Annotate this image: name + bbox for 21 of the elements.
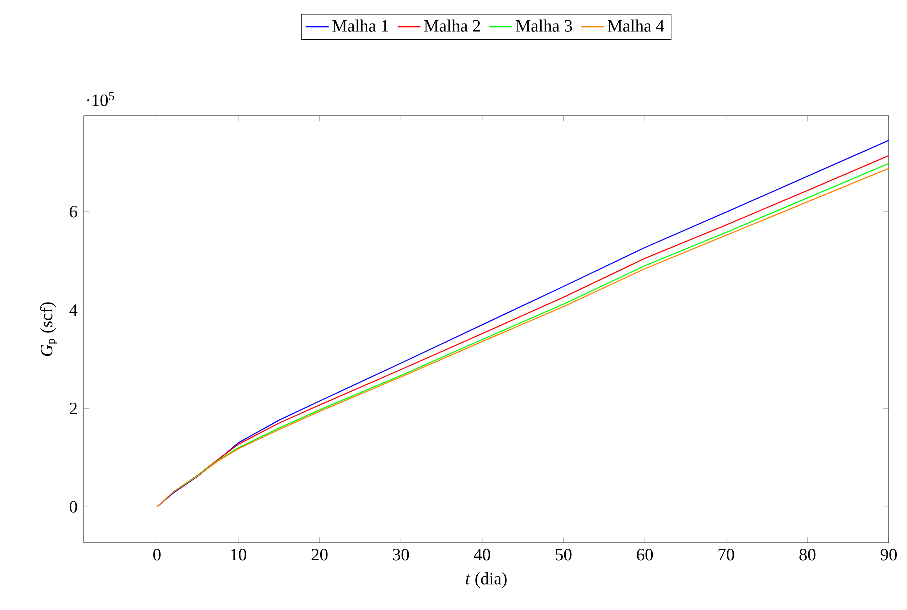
text: ·10$^{5}$: [87, 92, 114, 106]
x-tick-label: 70: [718, 549, 734, 561]
x-tick-label: 80: [800, 549, 816, 561]
x-tick-label: 40: [474, 549, 490, 561]
x-tick-label: 90: [880, 549, 898, 561]
x-tick-label: 60: [637, 549, 654, 561]
legend-label: Malha 2: [424, 20, 480, 32]
y-tick-label: 6: [70, 206, 78, 218]
legend-label: Malha 4: [608, 20, 664, 32]
legend-label: Malha 3: [516, 20, 572, 32]
x-tick-label: 50: [556, 549, 572, 561]
y-tick-label: 0: [70, 501, 78, 513]
y-tick-label: 2: [70, 402, 78, 414]
legend-label: Malha 1: [332, 20, 388, 32]
x-axis-title: t (dia): [466, 572, 507, 588]
x-tick-label: 30: [393, 549, 410, 561]
y-tick-label: 4: [70, 304, 78, 316]
x-tick-label: 0: [154, 549, 161, 561]
x-tick-label: 10: [231, 549, 247, 561]
y-axis-title: G$_{p}$ (scf): [40, 302, 58, 356]
x-tick-label: 20: [312, 549, 328, 561]
